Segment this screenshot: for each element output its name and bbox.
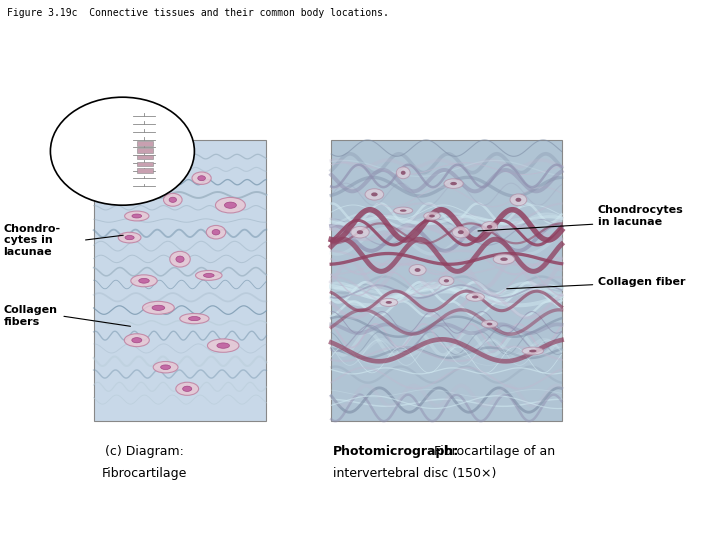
- Ellipse shape: [152, 305, 165, 310]
- Ellipse shape: [131, 275, 157, 287]
- Ellipse shape: [118, 232, 141, 243]
- Text: Fibrocartilage: Fibrocartilage: [102, 467, 186, 480]
- Ellipse shape: [138, 160, 164, 174]
- Ellipse shape: [380, 299, 397, 306]
- Ellipse shape: [493, 254, 515, 264]
- Ellipse shape: [357, 230, 363, 234]
- Text: Chondro-
cytes in
lacunae: Chondro- cytes in lacunae: [4, 224, 60, 257]
- Ellipse shape: [500, 258, 508, 261]
- Text: Fibrocartilage of an: Fibrocartilage of an: [430, 446, 555, 458]
- Ellipse shape: [125, 211, 149, 221]
- Ellipse shape: [452, 227, 469, 238]
- Ellipse shape: [139, 279, 149, 283]
- Ellipse shape: [400, 210, 407, 212]
- Ellipse shape: [371, 192, 378, 197]
- FancyBboxPatch shape: [94, 140, 266, 421]
- Ellipse shape: [132, 214, 142, 218]
- Ellipse shape: [415, 268, 420, 272]
- Ellipse shape: [206, 225, 226, 239]
- Ellipse shape: [472, 295, 478, 299]
- Ellipse shape: [153, 361, 178, 373]
- Ellipse shape: [482, 221, 498, 232]
- Ellipse shape: [522, 347, 544, 355]
- Ellipse shape: [510, 194, 527, 206]
- Ellipse shape: [444, 179, 463, 188]
- Text: (c) Diagram:: (c) Diagram:: [104, 446, 184, 458]
- FancyBboxPatch shape: [137, 148, 153, 152]
- Text: Figure 3.19c  Connective tissues and their common body locations.: Figure 3.19c Connective tissues and thei…: [7, 8, 389, 18]
- Ellipse shape: [196, 271, 222, 280]
- Text: Photomicrograph:: Photomicrograph:: [333, 446, 459, 458]
- Ellipse shape: [161, 365, 171, 369]
- Ellipse shape: [215, 198, 246, 213]
- FancyBboxPatch shape: [137, 162, 153, 166]
- Ellipse shape: [125, 334, 149, 347]
- Ellipse shape: [424, 212, 440, 220]
- Ellipse shape: [516, 198, 521, 202]
- Ellipse shape: [444, 279, 449, 282]
- Ellipse shape: [207, 339, 239, 352]
- Circle shape: [50, 97, 194, 205]
- Ellipse shape: [146, 165, 156, 170]
- Ellipse shape: [169, 197, 176, 202]
- Ellipse shape: [192, 172, 211, 184]
- Ellipse shape: [225, 202, 236, 208]
- Ellipse shape: [396, 167, 410, 179]
- Ellipse shape: [125, 235, 134, 240]
- Ellipse shape: [401, 171, 405, 175]
- Text: intervertebral disc (150×): intervertebral disc (150×): [333, 467, 496, 480]
- FancyBboxPatch shape: [137, 141, 153, 146]
- Text: Collagen
fibers: Collagen fibers: [4, 305, 58, 327]
- Ellipse shape: [351, 226, 369, 238]
- Ellipse shape: [198, 176, 205, 181]
- Ellipse shape: [482, 320, 498, 328]
- Ellipse shape: [170, 251, 190, 267]
- Text: Collagen fiber: Collagen fiber: [598, 277, 685, 287]
- Ellipse shape: [183, 386, 192, 391]
- Ellipse shape: [487, 225, 492, 228]
- Ellipse shape: [450, 182, 457, 185]
- Ellipse shape: [176, 382, 199, 395]
- FancyBboxPatch shape: [137, 168, 153, 173]
- Ellipse shape: [529, 349, 536, 353]
- Ellipse shape: [143, 301, 174, 314]
- Ellipse shape: [439, 276, 454, 286]
- Ellipse shape: [409, 265, 426, 275]
- FancyBboxPatch shape: [331, 140, 562, 421]
- Ellipse shape: [176, 256, 184, 262]
- Ellipse shape: [189, 316, 200, 321]
- FancyBboxPatch shape: [137, 155, 153, 159]
- Ellipse shape: [204, 273, 214, 278]
- Ellipse shape: [212, 230, 220, 235]
- Ellipse shape: [132, 338, 142, 343]
- Ellipse shape: [429, 214, 435, 218]
- Text: Chondrocytes
in lacunae: Chondrocytes in lacunae: [598, 205, 683, 227]
- Ellipse shape: [217, 343, 230, 348]
- Ellipse shape: [386, 301, 392, 304]
- Ellipse shape: [365, 189, 384, 200]
- Ellipse shape: [458, 230, 464, 234]
- Ellipse shape: [466, 293, 485, 301]
- Ellipse shape: [487, 323, 492, 325]
- Ellipse shape: [163, 193, 182, 206]
- Ellipse shape: [394, 207, 413, 214]
- Ellipse shape: [180, 314, 209, 323]
